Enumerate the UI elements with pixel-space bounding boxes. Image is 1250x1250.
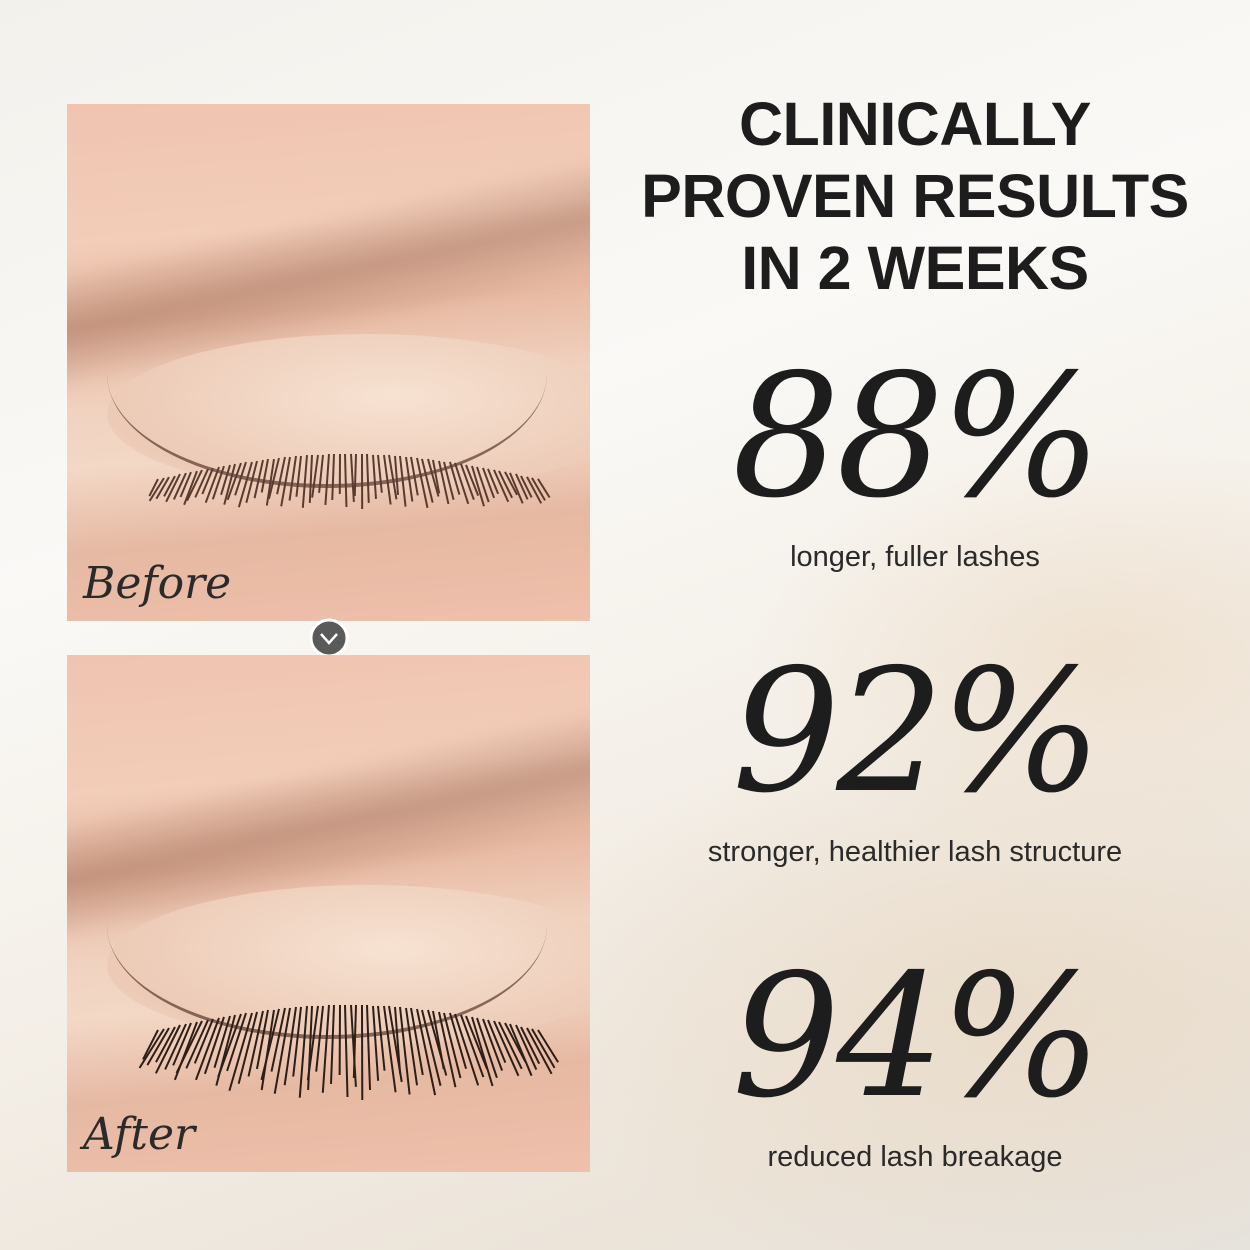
lash [338,454,341,495]
lash [245,460,258,503]
lash [295,455,302,497]
after-photo: After [67,655,590,1172]
lash [331,454,335,500]
lash [360,454,363,509]
lashes [138,1004,559,1115]
stat-2: 92% stronger, healthier lash structure [600,630,1230,872]
stat-value: 88% [732,338,1102,536]
lash [360,1005,364,1100]
stat-caption: longer, fuller lashes [790,541,1040,573]
lash [223,463,236,506]
after-label: After [83,1109,196,1160]
lash [234,462,247,496]
chevron-down-icon [309,618,349,658]
before-photo: Before [67,104,590,621]
lashes [148,453,557,564]
headline: CLINICALLY PROVEN RESULTS IN 2 WEEKS [641,90,1189,302]
lash [321,1005,330,1094]
lash [344,453,348,508]
lash [344,1004,349,1097]
stat-1: 88% longer, fuller lashes [600,335,1230,577]
stat-value: 94% [732,938,1102,1136]
before-label: Before [83,558,232,609]
stat-caption: stronger, healthier lash structure [707,836,1123,868]
lash [324,454,330,506]
lash [377,454,383,493]
lash [366,454,370,504]
stat-3: 94% reduced lash breakage [600,935,1230,1177]
lash [371,454,377,498]
lash [354,454,357,497]
lash [338,1005,341,1075]
lash [301,455,308,509]
lash [318,454,324,493]
stat-value: 92% [732,633,1102,831]
lash [330,1005,336,1085]
lash [366,1005,372,1091]
stat-caption: reduced lash breakage [767,1141,1063,1173]
